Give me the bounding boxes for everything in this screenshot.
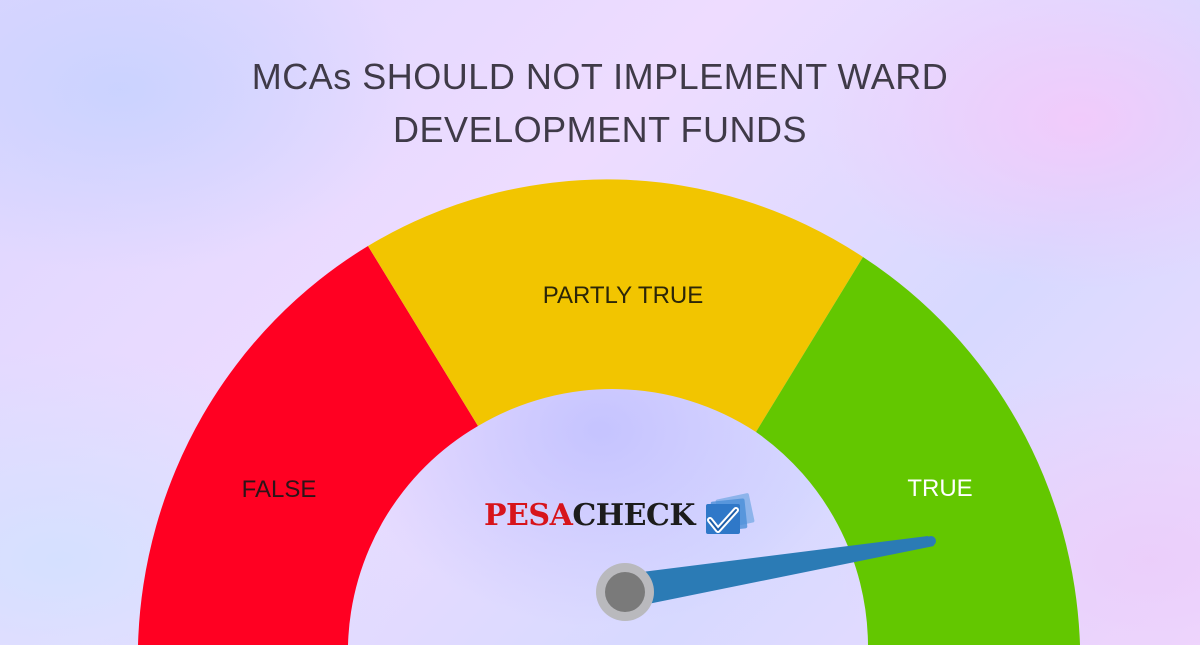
- gauge-needle-tip: [926, 536, 936, 546]
- gauge-label-partly-true: PARTLY TRUE: [543, 282, 704, 309]
- claim-title: MCAs SHOULD NOT IMPLEMENT WARD DEVELOPME…: [150, 50, 1050, 156]
- checkmark-icon: [706, 493, 755, 534]
- gauge-label-false: FALSE: [242, 476, 317, 503]
- gauge-needle: [626, 536, 934, 608]
- gauge-segment-partly-true: [368, 179, 863, 432]
- claim-title-line-2: DEVELOPMENT FUNDS: [393, 109, 807, 150]
- claim-title-line-1: MCAs SHOULD NOT IMPLEMENT WARD: [251, 56, 949, 97]
- logo-text-check: CHECK: [572, 497, 695, 533]
- gauge-hub: [605, 572, 645, 612]
- gauge-segment-true: [756, 257, 1080, 645]
- gauge-segment-false: [138, 246, 478, 645]
- logo-text-pesa: PESA: [484, 497, 573, 533]
- pesacheck-logo: PESA CHECK: [484, 495, 695, 535]
- gauge-label-true: TRUE: [907, 475, 972, 502]
